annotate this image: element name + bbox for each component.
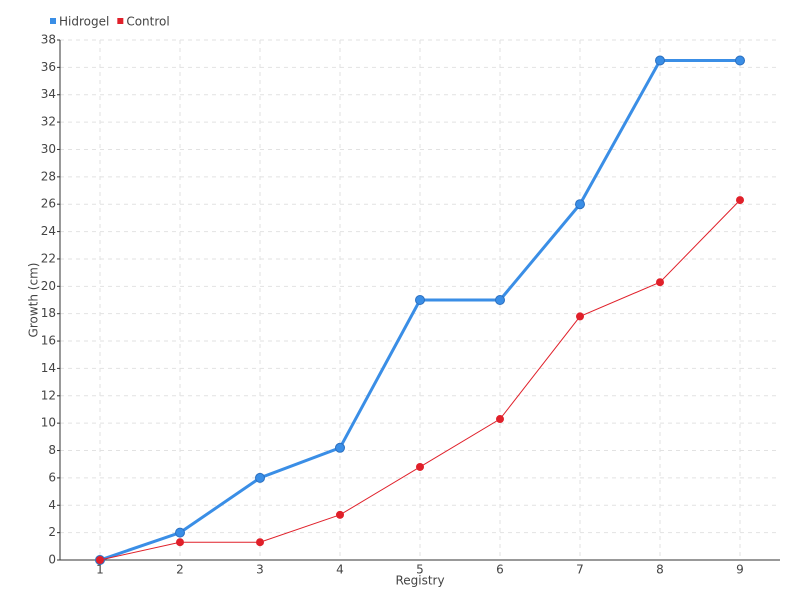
legend-swatch xyxy=(117,18,124,24)
x-tick-label: 6 xyxy=(496,563,504,577)
legend-swatch xyxy=(50,18,56,24)
x-axis-title: Registry xyxy=(395,574,444,588)
data-point xyxy=(496,415,504,424)
data-point xyxy=(576,312,584,321)
x-tick-label: 5 xyxy=(416,563,424,577)
data-point xyxy=(415,295,425,305)
data-point xyxy=(736,196,744,205)
y-tick-label: 36 xyxy=(41,60,56,74)
data-point xyxy=(416,462,424,471)
x-tick-label: 8 xyxy=(656,563,664,577)
data-point xyxy=(256,538,264,547)
y-tick-label: 10 xyxy=(41,416,56,430)
y-tick-label: 0 xyxy=(48,553,56,567)
y-tick-label: 6 xyxy=(48,470,56,484)
legend-label: Control xyxy=(126,15,169,29)
x-tick-label: 4 xyxy=(336,563,344,577)
y-tick-label: 8 xyxy=(48,443,56,457)
data-point xyxy=(575,199,585,210)
data-point xyxy=(335,442,345,453)
y-axis-title: Growth (cm) xyxy=(27,263,41,338)
x-tick-label: 3 xyxy=(256,563,264,577)
data-point xyxy=(255,472,265,483)
data-point xyxy=(176,538,184,547)
y-tick-label: 16 xyxy=(41,334,56,348)
legend-label: Hidrogel xyxy=(59,15,109,29)
x-tick-label: 1 xyxy=(96,563,104,577)
data-point xyxy=(735,55,745,66)
y-tick-label: 12 xyxy=(41,388,56,402)
data-point xyxy=(175,527,185,538)
y-tick-label: 18 xyxy=(41,306,56,320)
data-point xyxy=(495,295,505,305)
data-point xyxy=(655,55,665,66)
data-point xyxy=(336,510,344,519)
y-tick-label: 28 xyxy=(41,169,56,183)
y-tick-label: 14 xyxy=(41,361,56,375)
y-tick-label: 32 xyxy=(41,115,56,129)
x-tick-label: 9 xyxy=(736,563,744,577)
x-tick-label: 7 xyxy=(576,563,584,577)
y-tick-label: 2 xyxy=(48,525,56,539)
series-line xyxy=(99,59,740,562)
y-tick-label: 24 xyxy=(41,224,56,238)
y-tick-label: 38 xyxy=(41,33,56,47)
data-point xyxy=(656,278,664,287)
y-tick-label: 30 xyxy=(41,142,56,156)
y-tick-label: 26 xyxy=(41,197,56,211)
y-tick-label: 22 xyxy=(41,251,56,265)
data-point xyxy=(96,556,104,564)
x-tick-label: 2 xyxy=(176,563,184,577)
y-tick-label: 4 xyxy=(48,498,56,512)
y-tick-label: 20 xyxy=(41,279,56,293)
y-tick-label: 34 xyxy=(41,87,56,101)
